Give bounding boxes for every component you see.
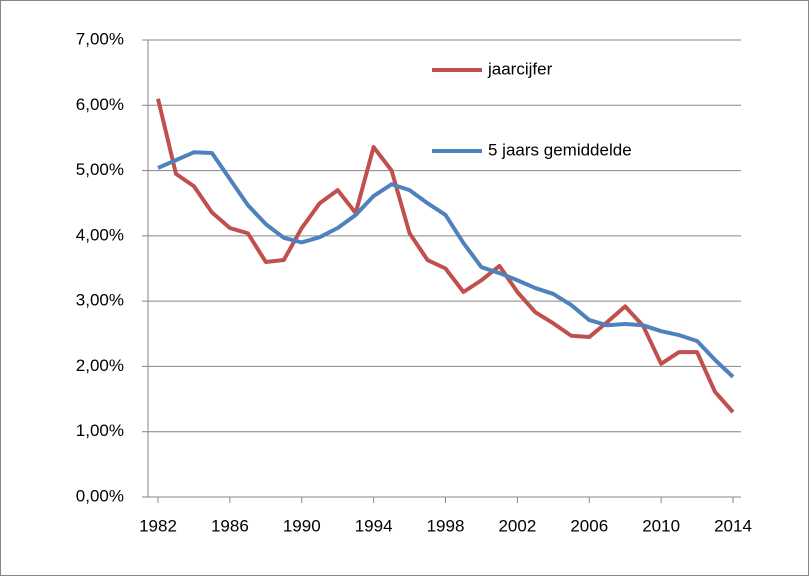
y-tick-label: 1,00% [76,421,124,440]
y-tick-label: 4,00% [76,225,124,244]
data-line [157,150,735,379]
x-tick-label: 1998 [427,516,465,535]
y-tick-label: 7,00% [76,29,124,48]
y-tick-label: 3,00% [76,291,124,310]
x-tick-label: 2014 [714,516,752,535]
x-tick-label: 1994 [355,516,393,535]
legend-label: 5 jaars gemiddelde [488,140,632,159]
x-tick-label: 2006 [570,516,608,535]
y-tick-label: 5,00% [76,160,124,179]
x-tick-label: 2010 [642,516,680,535]
legend-label: jaarcijfer [487,59,553,78]
x-tick-label: 1986 [211,516,249,535]
x-tick-label: 2002 [498,516,536,535]
y-tick-label: 0,00% [76,486,124,505]
data-line [156,98,735,414]
x-tick-label: 1990 [283,516,321,535]
y-tick-label: 2,00% [76,356,124,375]
y-tick-label: 6,00% [76,95,124,114]
x-tick-label: 1982 [139,516,177,535]
